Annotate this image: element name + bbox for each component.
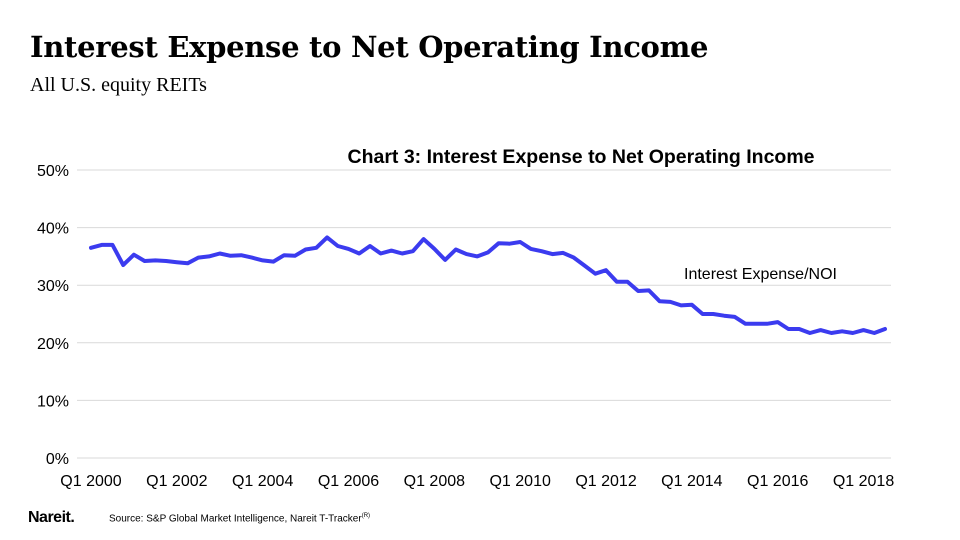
x-tick-label: Q1 2004 [232,473,293,490]
x-tick-label: Q1 2012 [575,473,636,490]
y-axis-tick-labels: 0% 10% 20% 30% 40% 50% [37,163,69,468]
series-line-interest-expense-noi [89,235,887,335]
nareit-logo: Nareit. [28,509,75,526]
x-tick-label: Q1 2000 [60,473,121,490]
x-tick-label: Q1 2016 [747,473,808,490]
y-tick-label: 30% [37,278,69,295]
series-layer [89,235,887,335]
y-tick-label: 10% [37,393,69,410]
y-tick-label: 50% [37,163,69,180]
slide-subtitle: All U.S. equity REITs [30,74,207,96]
x-tick-label: Q1 2006 [318,473,379,490]
y-tick-label: 0% [46,451,69,468]
slide-title: Interest Expense to Net Operating Income [30,30,709,64]
x-axis-tick-labels: Q1 2000 Q1 2002 Q1 2004 Q1 2006 Q1 2008 Q1 20… [60,473,894,490]
x-tick-label: Q1 2008 [404,473,465,490]
series-annotation: Interest Expense/NOI [684,266,837,283]
y-tick-label: 40% [37,221,69,238]
x-tick-label: Q1 2002 [146,473,207,490]
y-tick-label: 20% [37,336,69,353]
gridlines [77,169,891,459]
chart-title: Chart 3: Interest Expense to Net Operati… [347,146,814,168]
x-tick-label: Q1 2014 [661,473,722,490]
x-tick-label: Q1 2018 [833,473,894,490]
source-text: Source: S&P Global Market Intelligence, … [109,513,362,525]
x-tick-label: Q1 2010 [489,473,550,490]
source-note: Source: S&P Global Market Intelligence, … [109,513,370,524]
trademark-mark: (R) [361,513,371,519]
